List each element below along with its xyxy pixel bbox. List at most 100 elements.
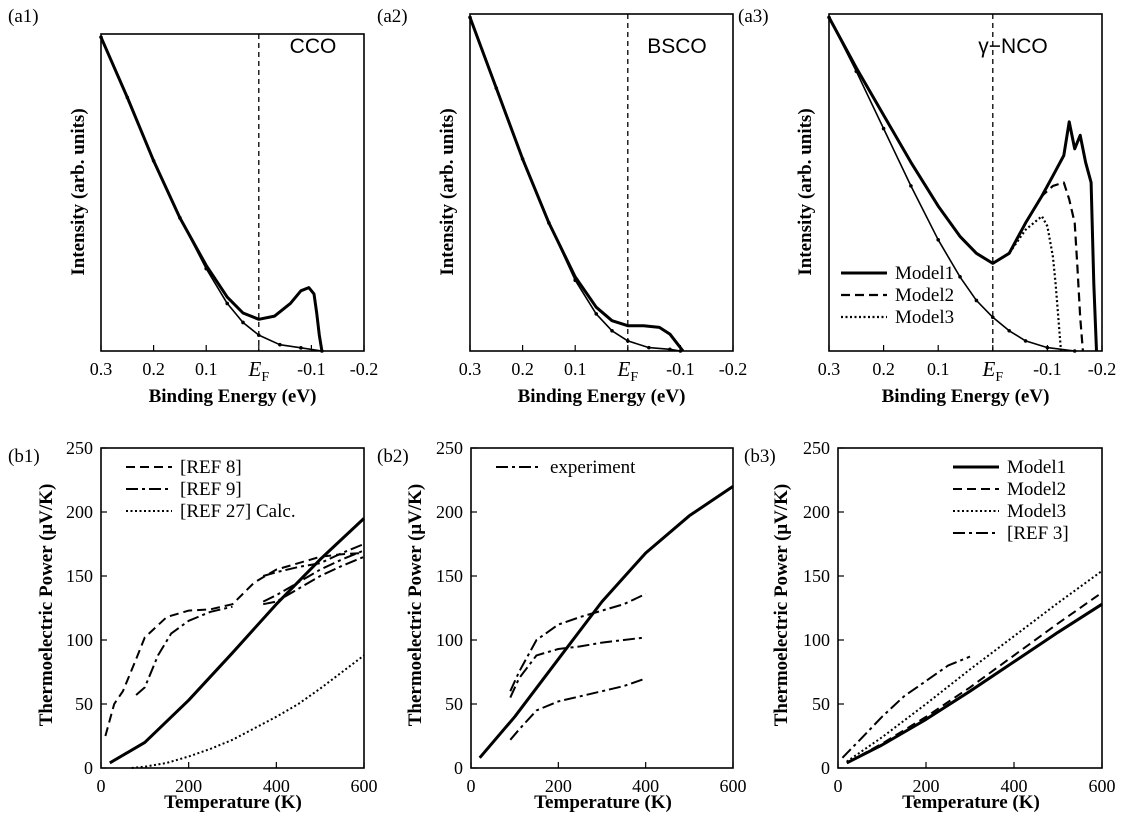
y-axis-label: Intensity (arb. units)	[795, 108, 816, 275]
y-tick-label: 200	[66, 502, 93, 522]
panel-label: (a1)	[8, 6, 39, 27]
y-tick-label: 0	[821, 758, 830, 778]
legend-label: [REF 9]	[180, 479, 242, 500]
x-axis-label: Binding Energy (eV)	[518, 386, 686, 407]
x-tick-label: 0.1	[564, 359, 587, 379]
x-axis-label: Temperature (K)	[534, 792, 672, 813]
legend-label: Model3	[1007, 501, 1066, 522]
x-tick-label: 600	[720, 776, 747, 796]
y-tick-label: 50	[812, 694, 830, 714]
y-tick-label: 0	[84, 758, 93, 778]
data-point	[151, 159, 156, 163]
legend-label: Model2	[895, 285, 954, 306]
series-line-experiment	[509, 636, 646, 699]
x-tick-label: 600	[1089, 776, 1116, 796]
panel-b3: (b3) 0 200 400 600 0 50 100 150 200 250 Temperature…	[744, 438, 1116, 813]
x-tick-label: -0.1	[666, 359, 695, 379]
y-tick-label: 200	[803, 502, 830, 522]
x-tick-label: 200	[913, 776, 940, 796]
y-tick-label: 100	[803, 630, 830, 650]
plot-frame	[469, 13, 734, 352]
data-point	[573, 278, 577, 283]
data-point	[320, 349, 324, 353]
x-tick-label: 0.2	[142, 359, 165, 379]
data-point	[1045, 345, 1050, 350]
y-tick-label: 100	[66, 630, 93, 650]
series-line-solid	[99, 36, 324, 352]
data-point	[668, 347, 672, 352]
data-point	[626, 339, 630, 343]
x-tick-label: 600	[351, 776, 378, 796]
data-point	[1072, 349, 1077, 353]
x-tick-label: 0.2	[872, 359, 895, 379]
data-point	[936, 237, 940, 242]
y-tick-label: 250	[66, 438, 93, 458]
series-line--ref-9-	[135, 605, 233, 696]
y-axis-label: Thermoelectric Power (μV/K)	[405, 484, 426, 727]
x-tick-label: 200	[545, 776, 572, 796]
y-axis-label: Intensity (arb. units)	[437, 108, 458, 275]
data-point	[610, 328, 614, 333]
x-tick-label: EF	[981, 357, 1003, 385]
y-tick-label: 250	[803, 438, 830, 458]
series-line--ref-8-	[104, 552, 365, 737]
x-axis-label: Binding Energy (eV)	[149, 386, 317, 407]
x-tick-label: 0.1	[927, 359, 950, 379]
material-label: BSCO	[647, 35, 707, 58]
plot-frame	[828, 13, 1103, 352]
x-tick-label: 0.2	[511, 359, 534, 379]
y-axis-label: Intensity (arb. units)	[68, 108, 89, 275]
series-line-experiment	[509, 592, 647, 692]
data-point	[991, 315, 995, 320]
data-point	[647, 345, 651, 350]
panel-a1: (a1) 0.3 0.2 0.1 EF -0.1 -0.2 Binding Energy (e…	[8, 6, 378, 407]
data-point	[468, 15, 472, 20]
x-axis-label: Binding Energy (eV)	[882, 386, 1050, 407]
legend-label: [REF 8]	[180, 457, 242, 478]
x-tick-label: 0.3	[459, 359, 482, 379]
x-tick-label: 400	[632, 776, 659, 796]
x-tick-label: EF	[616, 357, 638, 385]
series-line--ref-27-calc-	[131, 654, 365, 769]
legend-label: Model1	[895, 263, 954, 284]
y-tick-label: 250	[436, 438, 463, 458]
y-axis-label: Thermoelectric Power (μV/K)	[36, 484, 57, 727]
series-line-solid	[468, 16, 685, 352]
series-line-model3	[846, 570, 1103, 763]
data-point	[881, 126, 886, 131]
data-point	[594, 312, 599, 316]
data-point	[547, 221, 551, 225]
material-label: γ−NCO	[978, 35, 1047, 58]
series-line-model1	[846, 602, 1103, 765]
x-tick-label: -0.2	[719, 359, 748, 379]
series-line-solid	[478, 485, 734, 759]
data-point	[204, 266, 208, 271]
series-line--ref-9-	[262, 549, 365, 603]
legend-label: [REF 3]	[1007, 523, 1069, 544]
x-axis-label: Temperature (K)	[164, 792, 302, 813]
series-line--ref-3-	[841, 655, 971, 759]
y-tick-label: 150	[436, 566, 463, 586]
x-tick-label: -0.1	[1033, 359, 1062, 379]
panel-label: (b3)	[744, 446, 776, 467]
series-line-model2	[846, 591, 1103, 764]
data-point	[1007, 328, 1011, 333]
y-axis-label: Thermoelectric Power (μV/K)	[771, 484, 792, 727]
x-tick-label: 0	[467, 776, 476, 796]
material-label: CCO	[290, 35, 337, 58]
series-line-experiment	[509, 677, 647, 741]
x-tick-label: 0.1	[195, 359, 218, 379]
data-point	[1023, 339, 1028, 343]
data-point	[299, 346, 303, 350]
x-tick-label: 0	[834, 776, 843, 796]
data-point	[909, 184, 913, 188]
y-tick-label: 150	[803, 566, 830, 586]
series-line-exp	[469, 17, 681, 352]
data-point	[678, 349, 683, 353]
series-line-solid	[109, 517, 366, 765]
x-tick-label: -0.1	[297, 359, 326, 379]
x-tick-label: -0.2	[350, 359, 379, 379]
x-tick-label: 400	[1001, 776, 1028, 796]
data-point	[278, 342, 282, 347]
